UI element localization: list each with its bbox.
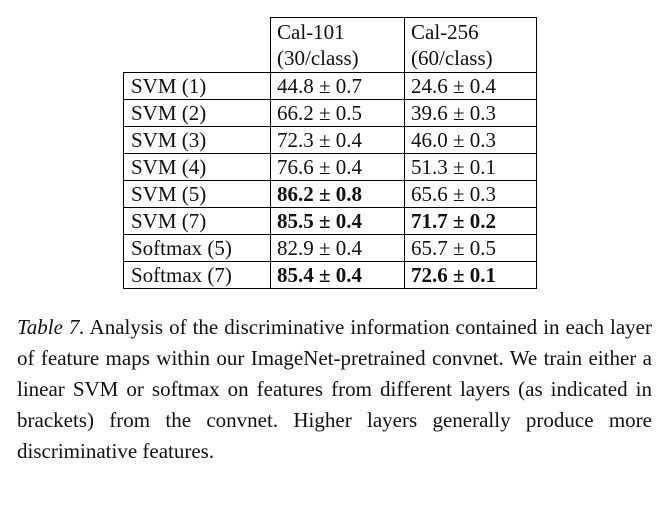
caption-text: Analysis of the discriminative informati… <box>17 315 652 463</box>
cell: 24.6 ± 0.4 <box>404 72 537 100</box>
header-line: (60/class) <box>411 46 493 70</box>
results-table: Cal-101 (30/class) Cal-256 (60/class) SVM … <box>123 17 537 289</box>
row: SVM (7) 85.5 ± 0.4 71.7 ± 0.2 <box>123 207 537 235</box>
cell: 44.8 ± 0.7 <box>270 72 405 100</box>
corner-cell <box>123 17 271 73</box>
row-label: Softmax (5) <box>123 234 271 262</box>
header-line: Cal-101 <box>277 20 345 44</box>
cell: 65.6 ± 0.3 <box>404 180 537 208</box>
row: Softmax (7) 85.4 ± 0.4 72.6 ± 0.1 <box>123 261 537 289</box>
cell: 72.6 ± 0.1 <box>404 261 537 289</box>
cell: 66.2 ± 0.5 <box>270 99 405 127</box>
cell: 76.6 ± 0.4 <box>270 153 405 181</box>
row-label: SVM (5) <box>123 180 271 208</box>
row-label: SVM (4) <box>123 153 271 181</box>
cell: 65.7 ± 0.5 <box>404 234 537 262</box>
cell: 39.6 ± 0.3 <box>404 99 537 127</box>
cell: 46.0 ± 0.3 <box>404 126 537 154</box>
caption-label: Table 7. <box>17 315 85 339</box>
row-label: SVM (2) <box>123 99 271 127</box>
row-label: SVM (3) <box>123 126 271 154</box>
row: SVM (4) 76.6 ± 0.4 51.3 ± 0.1 <box>123 153 537 181</box>
caption: Table 7. Analysis of the discriminative … <box>17 312 652 467</box>
cell: 71.7 ± 0.2 <box>404 207 537 235</box>
header-cell: Cal-101 (30/class) <box>270 17 405 73</box>
cell: 51.3 ± 0.1 <box>404 153 537 181</box>
cell: 82.9 ± 0.4 <box>270 234 405 262</box>
header-line: (30/class) <box>277 46 359 70</box>
header-cell: Cal-256 (60/class) <box>404 17 537 73</box>
row-label: Softmax (7) <box>123 261 271 289</box>
cell: 85.4 ± 0.4 <box>270 261 405 289</box>
cell: 72.3 ± 0.4 <box>270 126 405 154</box>
header-row: Cal-101 (30/class) Cal-256 (60/class) <box>123 17 537 73</box>
header-line: Cal-256 <box>411 20 479 44</box>
row: SVM (3) 72.3 ± 0.4 46.0 ± 0.3 <box>123 126 537 154</box>
cell: 86.2 ± 0.8 <box>270 180 405 208</box>
row: SVM (1) 44.8 ± 0.7 24.6 ± 0.4 <box>123 72 537 100</box>
row: Softmax (5) 82.9 ± 0.4 65.7 ± 0.5 <box>123 234 537 262</box>
row-label: SVM (1) <box>123 72 271 100</box>
row: SVM (5) 86.2 ± 0.8 65.6 ± 0.3 <box>123 180 537 208</box>
cell: 85.5 ± 0.4 <box>270 207 405 235</box>
row: SVM (2) 66.2 ± 0.5 39.6 ± 0.3 <box>123 99 537 127</box>
row-label: SVM (7) <box>123 207 271 235</box>
